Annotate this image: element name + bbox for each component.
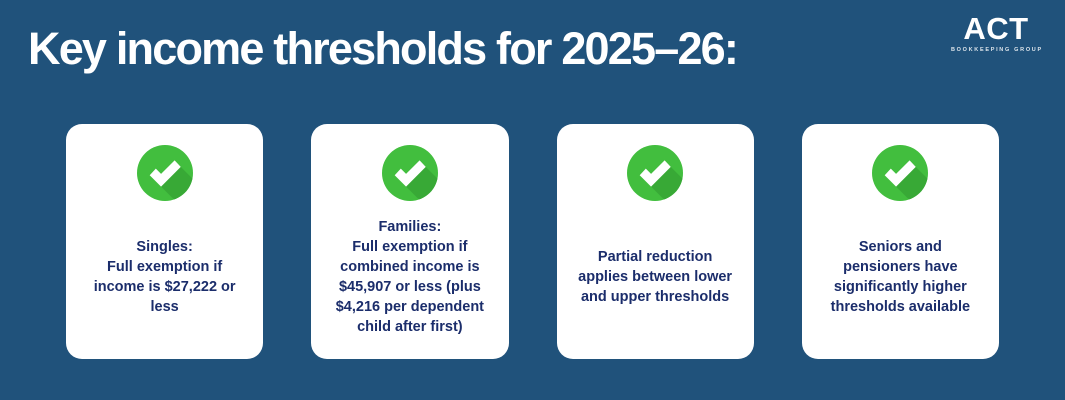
act-logo: ACT BOOKKEEPING GROUP [951, 13, 1041, 53]
logo-wordmark: ACT [963, 11, 1029, 46]
threshold-cards-row: Singles: Full exemption if income is $27… [66, 124, 999, 359]
check-circle-icon [136, 145, 193, 201]
check-circle-icon [872, 145, 929, 201]
card-singles: Singles: Full exemption if income is $27… [66, 124, 264, 359]
check-circle-icon [381, 145, 438, 201]
logo-tagline: BOOKKEEPING GROUP [951, 47, 1043, 53]
card-seniors-pensioners: Seniors and pensioners have significantl… [801, 124, 999, 359]
card-partial-reduction: Partial reduction applies between lower … [556, 124, 754, 359]
card-families: Families: Full exemption if combined inc… [311, 124, 509, 359]
check-circle-icon [627, 145, 684, 201]
card-families-text: Families: Full exemption if combined inc… [335, 219, 485, 335]
card-seniors-pensioners-text: Seniors and pensioners have significantl… [830, 239, 971, 315]
card-partial-reduction-text: Partial reduction applies between lower … [578, 249, 733, 305]
card-singles-text: Singles: Full exemption if income is $27… [93, 239, 236, 315]
page-title: Key income thresholds for 2025–26: [28, 23, 739, 74]
